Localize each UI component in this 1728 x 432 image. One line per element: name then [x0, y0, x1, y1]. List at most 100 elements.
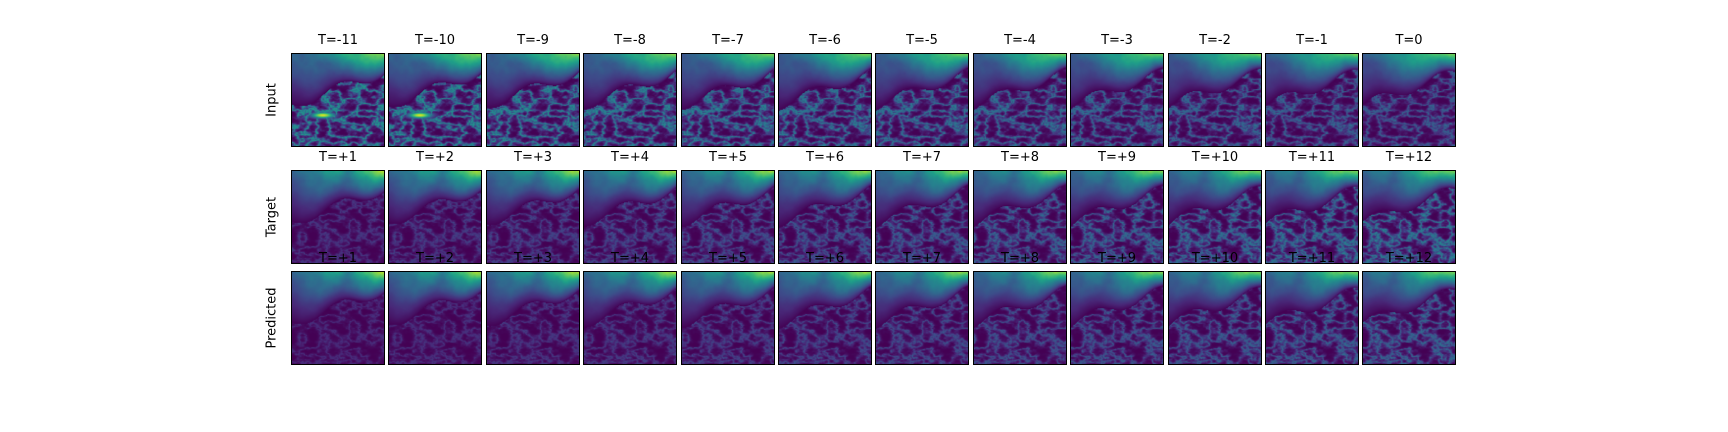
- field-heatmap: [388, 170, 482, 264]
- field-heatmap: [583, 53, 677, 147]
- field-heatmap: [1070, 53, 1164, 147]
- field-heatmap: [681, 170, 775, 264]
- field-heatmap: [875, 271, 969, 365]
- time-step-label: T=-8: [614, 33, 646, 48]
- time-step-label: T=+5: [709, 150, 747, 165]
- panel-target-4: T=+5: [681, 150, 775, 264]
- time-step-label: T=+3: [514, 150, 552, 165]
- panel-predicted-3: T=+4: [583, 251, 677, 365]
- time-step-label: T=+4: [611, 251, 649, 266]
- panel-target-6: T=+7: [875, 150, 969, 264]
- time-step-label: T=+2: [416, 251, 454, 266]
- panel-input-3: T=-8: [583, 33, 677, 147]
- field-heatmap: [681, 53, 775, 147]
- time-step-label: T=-2: [1199, 33, 1231, 48]
- panel-input-4: T=-7: [681, 33, 775, 147]
- panel-predicted-8: T=+9: [1070, 251, 1164, 365]
- field-heatmap: [1070, 271, 1164, 365]
- time-step-label: T=-7: [712, 33, 744, 48]
- field-heatmap: [291, 170, 385, 264]
- field-heatmap: [1168, 170, 1262, 264]
- time-step-label: T=+8: [1001, 150, 1039, 165]
- panel-input-1: T=-10: [388, 33, 482, 147]
- field-heatmap: [681, 271, 775, 365]
- panel-input-9: T=-2: [1168, 33, 1262, 147]
- field-heatmap: [1265, 53, 1359, 147]
- time-step-label: T=-9: [517, 33, 549, 48]
- panel-predicted-6: T=+7: [875, 251, 969, 365]
- field-heatmap: [1265, 170, 1359, 264]
- panel-target-5: T=+6: [778, 150, 872, 264]
- time-step-label: T=+3: [514, 251, 552, 266]
- time-step-label: T=0: [1395, 33, 1423, 48]
- field-heatmap: [875, 53, 969, 147]
- panel-input-2: T=-9: [486, 33, 580, 147]
- time-step-label: T=+6: [806, 150, 844, 165]
- time-step-label: T=+10: [1191, 150, 1239, 165]
- panel-input-6: T=-5: [875, 33, 969, 147]
- field-heatmap: [291, 271, 385, 365]
- time-step-label: T=-1: [1296, 33, 1328, 48]
- time-step-label: T=+2: [416, 150, 454, 165]
- time-step-label: T=+9: [1098, 251, 1136, 266]
- time-step-label: T=+6: [806, 251, 844, 266]
- time-step-label: T=+7: [903, 251, 941, 266]
- row-label-text: Target: [264, 196, 280, 238]
- field-heatmap: [583, 170, 677, 264]
- time-step-label: T=-5: [906, 33, 938, 48]
- field-heatmap: [973, 271, 1067, 365]
- panel-input-11: T=0: [1362, 33, 1456, 147]
- panel-target-9: T=+10: [1168, 150, 1262, 264]
- panel-predicted-10: T=+11: [1265, 251, 1359, 365]
- panel-predicted-4: T=+5: [681, 251, 775, 365]
- field-heatmap: [778, 170, 872, 264]
- panel-predicted-7: T=+8: [973, 251, 1067, 365]
- field-heatmap: [486, 271, 580, 365]
- panel-target-10: T=+11: [1265, 150, 1359, 264]
- time-step-label: T=+12: [1385, 251, 1433, 266]
- field-heatmap: [1168, 271, 1262, 365]
- time-step-label: T=+9: [1098, 150, 1136, 165]
- time-step-label: T=-6: [809, 33, 841, 48]
- time-step-label: T=+7: [903, 150, 941, 165]
- panel-predicted-1: T=+2: [388, 251, 482, 365]
- panel-input-10: T=-1: [1265, 33, 1359, 147]
- field-heatmap: [486, 53, 580, 147]
- panel-target-7: T=+8: [973, 150, 1067, 264]
- field-heatmap: [973, 53, 1067, 147]
- field-heatmap: [778, 271, 872, 365]
- field-heatmap: [486, 170, 580, 264]
- row-label-text: Input: [264, 83, 280, 117]
- time-step-label: T=+5: [709, 251, 747, 266]
- time-step-label: T=-10: [414, 33, 456, 48]
- field-heatmap: [583, 271, 677, 365]
- panel-target-8: T=+9: [1070, 150, 1164, 264]
- time-step-label: T=-3: [1101, 33, 1133, 48]
- panel-target-0: T=+1: [291, 150, 385, 264]
- field-heatmap: [875, 170, 969, 264]
- panel-target-1: T=+2: [388, 150, 482, 264]
- time-step-label: T=+11: [1288, 251, 1336, 266]
- time-step-label: T=+11: [1288, 150, 1336, 165]
- panel-target-11: T=+12: [1362, 150, 1456, 264]
- field-heatmap: [388, 271, 482, 365]
- field-heatmap: [973, 170, 1067, 264]
- field-heatmap: [1265, 271, 1359, 365]
- panel-input-7: T=-4: [973, 33, 1067, 147]
- panel-predicted-0: T=+1: [291, 251, 385, 365]
- field-heatmap: [1168, 53, 1262, 147]
- field-heatmap: [291, 53, 385, 147]
- field-heatmap: [388, 53, 482, 147]
- field-heatmap: [1362, 170, 1456, 264]
- panel-predicted-2: T=+3: [486, 251, 580, 365]
- field-heatmap: [1070, 170, 1164, 264]
- time-step-label: T=+10: [1191, 251, 1239, 266]
- field-heatmap: [1362, 53, 1456, 147]
- panel-predicted-9: T=+10: [1168, 251, 1262, 365]
- time-step-label: T=+8: [1001, 251, 1039, 266]
- panel-target-3: T=+4: [583, 150, 677, 264]
- panel-predicted-11: T=+12: [1362, 251, 1456, 365]
- time-step-label: T=-11: [317, 33, 359, 48]
- panel-input-5: T=-6: [778, 33, 872, 147]
